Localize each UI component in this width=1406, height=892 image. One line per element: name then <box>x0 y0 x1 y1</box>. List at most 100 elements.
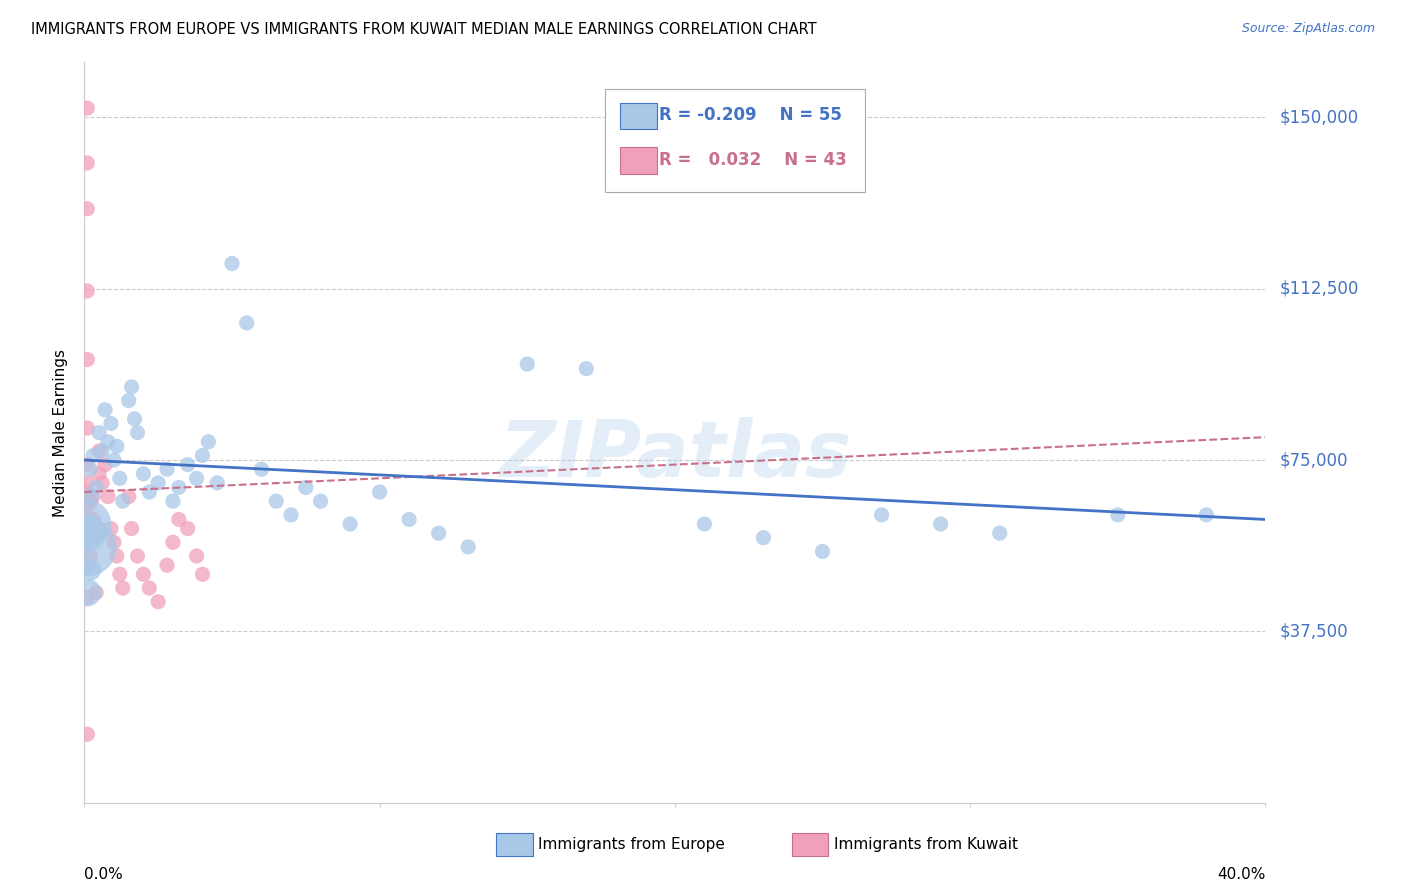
Point <box>105 549 128 563</box>
Point <box>207 475 229 490</box>
Text: IMMIGRANTS FROM EUROPE VS IMMIGRANTS FROM KUWAIT MEDIAN MALE EARNINGS CORRELATIO: IMMIGRANTS FROM EUROPE VS IMMIGRANTS FRO… <box>31 22 817 37</box>
Point <box>1195 508 1218 522</box>
Point <box>127 549 149 563</box>
Point <box>87 425 111 440</box>
Point <box>266 494 288 508</box>
Point <box>368 485 391 500</box>
Point <box>280 508 302 522</box>
Point <box>191 567 214 582</box>
Point <box>76 202 98 216</box>
Point <box>752 531 775 545</box>
Point <box>76 540 98 554</box>
Point <box>811 544 834 558</box>
Point <box>575 361 598 376</box>
Point <box>79 526 101 541</box>
Text: ZIPatlas: ZIPatlas <box>499 417 851 493</box>
Point <box>76 485 98 500</box>
Point <box>100 522 122 536</box>
Point <box>76 516 98 531</box>
Point <box>1107 508 1129 522</box>
Point <box>197 434 219 449</box>
Point <box>76 458 98 472</box>
Point <box>177 522 200 536</box>
Point <box>84 480 107 494</box>
Point <box>156 558 179 573</box>
Point <box>132 567 155 582</box>
Point <box>76 531 98 545</box>
Point <box>82 512 104 526</box>
Point <box>870 508 893 522</box>
Point <box>79 490 101 504</box>
Point <box>148 475 170 490</box>
Point <box>76 590 98 604</box>
Point <box>167 512 190 526</box>
Point <box>221 256 243 270</box>
Point <box>87 467 111 481</box>
Point <box>79 462 101 476</box>
Point <box>76 421 98 435</box>
Point <box>929 516 952 531</box>
Point <box>105 439 128 453</box>
Point <box>76 526 98 541</box>
Point <box>111 494 134 508</box>
Point <box>94 402 117 417</box>
Point <box>398 512 420 526</box>
Point <box>91 475 114 490</box>
Point <box>124 412 146 426</box>
Point <box>84 585 107 599</box>
Text: Immigrants from Europe: Immigrants from Europe <box>538 838 725 852</box>
Text: Immigrants from Kuwait: Immigrants from Kuwait <box>834 838 1018 852</box>
Point <box>236 316 259 330</box>
Text: 40.0%: 40.0% <box>1218 867 1265 882</box>
Point <box>148 595 170 609</box>
Point <box>103 535 125 549</box>
Point <box>186 471 208 485</box>
Y-axis label: Median Male Earnings: Median Male Earnings <box>53 349 69 516</box>
Point <box>103 453 125 467</box>
Point <box>76 512 98 526</box>
Point <box>186 549 208 563</box>
Point <box>516 357 538 371</box>
Point <box>76 585 98 599</box>
Point <box>339 516 361 531</box>
Point <box>79 494 101 508</box>
Text: R =   0.032    N = 43: R = 0.032 N = 43 <box>659 151 848 169</box>
Point <box>94 458 117 472</box>
Point <box>138 485 160 500</box>
Point <box>988 526 1011 541</box>
Point <box>97 434 120 449</box>
Point <box>79 549 101 563</box>
Point <box>76 352 98 367</box>
Text: $112,500: $112,500 <box>1279 280 1358 298</box>
Point <box>191 449 214 463</box>
Text: $37,500: $37,500 <box>1279 623 1348 640</box>
Point <box>76 499 98 513</box>
Point <box>76 156 98 170</box>
Point <box>76 558 98 573</box>
Text: $150,000: $150,000 <box>1279 108 1358 127</box>
Point <box>100 417 122 431</box>
Point <box>156 462 179 476</box>
Point <box>111 581 134 595</box>
Text: R = -0.209    N = 55: R = -0.209 N = 55 <box>659 106 842 124</box>
Point <box>91 443 114 458</box>
Point <box>295 480 318 494</box>
Point <box>82 449 104 463</box>
Point <box>138 581 160 595</box>
Point <box>118 393 141 408</box>
Point <box>87 443 111 458</box>
Point <box>427 526 450 541</box>
Point <box>118 490 141 504</box>
Text: Source: ZipAtlas.com: Source: ZipAtlas.com <box>1241 22 1375 36</box>
Point <box>121 380 143 394</box>
Point <box>76 475 98 490</box>
Point <box>250 462 273 476</box>
Point <box>693 516 716 531</box>
Text: $75,000: $75,000 <box>1279 451 1348 469</box>
Point <box>79 563 101 577</box>
Point <box>82 490 104 504</box>
Point <box>76 101 98 115</box>
Point <box>97 490 120 504</box>
Point <box>162 535 184 549</box>
Text: 0.0%: 0.0% <box>84 867 124 882</box>
